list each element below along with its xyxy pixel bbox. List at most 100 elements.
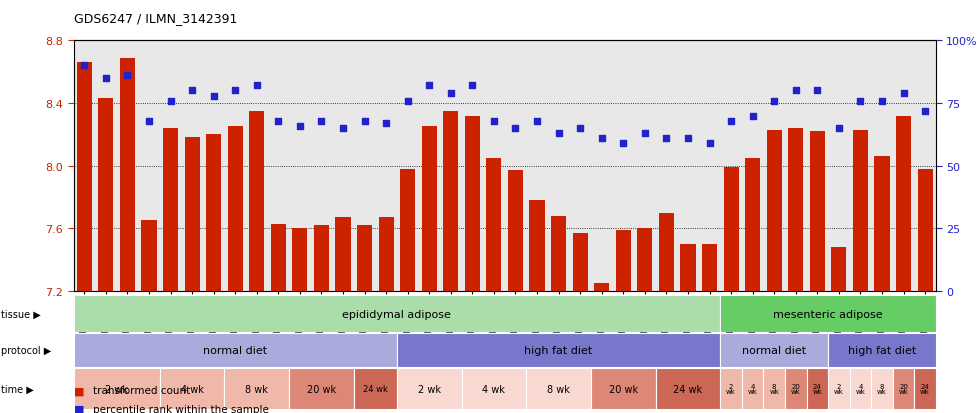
Point <box>831 126 847 132</box>
Point <box>529 118 545 125</box>
Point <box>335 126 351 132</box>
Bar <box>486 159 502 413</box>
Point <box>76 63 92 69</box>
Text: 8
wk: 8 wk <box>769 383 779 394</box>
Text: ■: ■ <box>74 385 84 395</box>
Text: 2
wk: 2 wk <box>834 383 844 394</box>
Bar <box>400 169 416 413</box>
Text: 2 wk: 2 wk <box>417 384 441 394</box>
Bar <box>742 368 763 409</box>
Bar <box>720 368 742 409</box>
Bar <box>163 129 178 413</box>
Bar <box>76 63 92 413</box>
Bar <box>397 333 720 368</box>
Text: normal diet: normal diet <box>742 345 807 356</box>
Text: normal diet: normal diet <box>203 345 268 356</box>
Bar <box>98 99 114 413</box>
Text: 24
wk: 24 wk <box>920 383 930 394</box>
Point <box>270 118 286 125</box>
Point <box>486 118 502 125</box>
Point <box>292 123 308 130</box>
Text: 2
wk: 2 wk <box>726 383 736 394</box>
Point <box>680 135 696 142</box>
Bar <box>551 216 566 413</box>
Bar <box>120 59 135 413</box>
Text: 8 wk: 8 wk <box>547 384 570 394</box>
Bar <box>914 368 936 409</box>
Text: 4 wk: 4 wk <box>482 384 506 394</box>
Bar <box>227 127 243 413</box>
Point <box>443 90 459 97</box>
Text: 20
wk: 20 wk <box>899 383 908 394</box>
Bar <box>74 295 720 332</box>
Bar <box>807 368 828 409</box>
Bar <box>874 157 890 413</box>
Bar <box>378 218 394 413</box>
Text: high fat diet: high fat diet <box>848 345 916 356</box>
Point <box>874 98 890 104</box>
Point <box>572 126 588 132</box>
Point <box>702 140 717 147</box>
Text: 4
wk: 4 wk <box>748 383 758 394</box>
Bar <box>465 116 480 413</box>
Text: mesenteric adipose: mesenteric adipose <box>773 309 883 319</box>
Bar <box>74 333 397 368</box>
Point <box>421 83 437 90</box>
Point <box>853 98 868 104</box>
Point <box>400 98 416 104</box>
Bar <box>591 368 656 409</box>
Bar <box>249 112 265 413</box>
Point <box>314 118 329 125</box>
Bar <box>421 127 437 413</box>
Point <box>551 131 566 137</box>
Point <box>378 121 394 127</box>
Bar <box>637 229 653 413</box>
Bar <box>354 368 397 409</box>
Bar <box>763 368 785 409</box>
Point <box>809 88 825 95</box>
Text: transformed count: transformed count <box>93 385 190 395</box>
Point <box>227 88 243 95</box>
Text: 24 wk: 24 wk <box>673 384 703 394</box>
Bar <box>702 244 717 413</box>
Point <box>745 113 760 119</box>
Point <box>249 83 265 90</box>
Bar <box>314 225 329 413</box>
Bar <box>766 131 782 413</box>
Point <box>98 76 114 82</box>
Bar <box>74 368 160 409</box>
Text: 8
wk: 8 wk <box>877 383 887 394</box>
Text: 20
wk: 20 wk <box>791 383 801 394</box>
Text: percentile rank within the sample: percentile rank within the sample <box>93 404 269 413</box>
Bar <box>462 368 526 409</box>
Bar <box>893 368 914 409</box>
Point <box>508 126 523 132</box>
Text: tissue ▶: tissue ▶ <box>1 309 41 319</box>
Text: time ▶: time ▶ <box>1 384 33 394</box>
Bar <box>828 333 936 368</box>
Bar <box>615 230 631 413</box>
Text: 20 wk: 20 wk <box>609 384 638 394</box>
Bar <box>788 129 804 413</box>
Point <box>659 135 674 142</box>
Text: 4
wk: 4 wk <box>856 383 865 394</box>
Bar <box>443 112 459 413</box>
Bar <box>289 368 354 409</box>
Bar <box>572 233 588 413</box>
Bar <box>850 368 871 409</box>
Text: 4 wk: 4 wk <box>180 384 204 394</box>
Bar <box>594 283 610 413</box>
Point <box>896 90 911 97</box>
Point <box>465 83 480 90</box>
Bar <box>160 368 224 409</box>
Bar <box>680 244 696 413</box>
Bar <box>508 171 523 413</box>
Bar <box>896 116 911 413</box>
Text: 24
wk: 24 wk <box>812 383 822 394</box>
Bar <box>828 368 850 409</box>
Point <box>184 88 200 95</box>
Point <box>120 73 135 80</box>
Text: 8 wk: 8 wk <box>245 384 269 394</box>
Bar <box>184 138 200 413</box>
Point <box>357 118 372 125</box>
